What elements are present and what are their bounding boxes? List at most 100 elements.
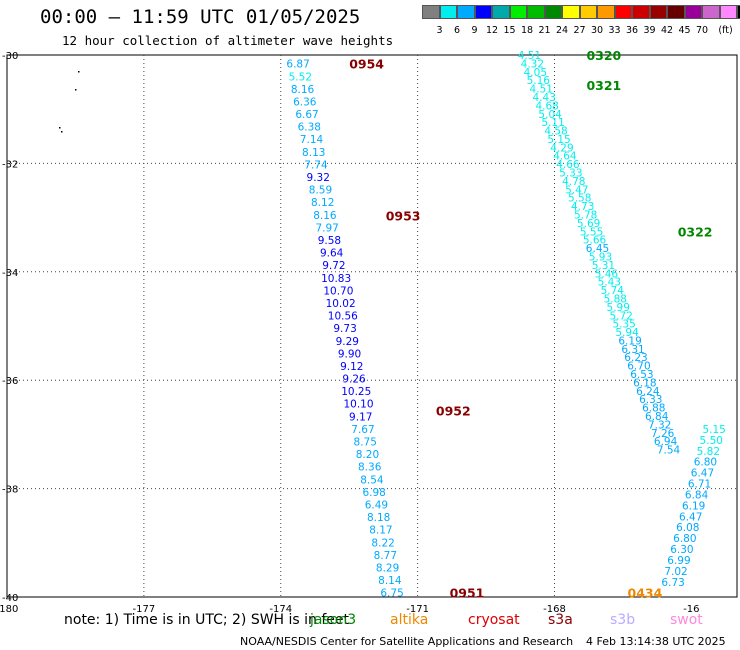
x-tick-label: -168 [543, 604, 566, 615]
wave-height-point: 9.26 [342, 374, 366, 386]
colorbar-swatch [614, 5, 632, 19]
colorbar-swatch [649, 5, 667, 19]
wave-height-point: 5.69 [577, 218, 600, 230]
wave-height-point: 5.15 [547, 134, 570, 146]
wave-height-point: 4.66 [556, 159, 580, 171]
track-time-label: 0321 [586, 78, 621, 93]
wave-height-point: 5.74 [601, 285, 625, 297]
wave-height-point: 9.12 [340, 361, 363, 373]
wave-height-point: 9.17 [349, 411, 372, 423]
wave-height-point: 9.64 [320, 248, 344, 260]
wave-height-point: 6.84 [645, 411, 669, 423]
colorbar-swatch [719, 5, 737, 19]
colorbar-swatch [492, 5, 510, 19]
track-time-label: 0434 [628, 586, 663, 601]
wave-height-point: 5.35 [612, 319, 635, 331]
wave-height-point: 7.32 [648, 419, 671, 431]
wave-height-point: 5.82 [697, 446, 720, 458]
legend-swot: swot [670, 612, 703, 628]
wave-height-point: 8.13 [302, 147, 325, 159]
wave-height-point: 6.19 [618, 335, 641, 347]
colorbar-swatch [579, 5, 597, 19]
wave-height-point: 6.31 [621, 344, 644, 356]
colorbar-swatch [737, 5, 740, 19]
wave-height-point: 8.75 [354, 437, 377, 449]
wave-height-point: 9.72 [322, 260, 345, 272]
colorbar-swatch [632, 5, 650, 19]
wave-height-point: 6.94 [654, 436, 678, 448]
wave-height-point: 4.43 [533, 92, 556, 104]
wave-height-point: 4.64 [553, 151, 577, 163]
wave-height-point: 4.29 [550, 142, 573, 154]
colorbar-label: 27 [573, 25, 586, 36]
wave-height-point: 10.70 [323, 285, 353, 297]
colorbar-label: 21 [538, 25, 551, 36]
wave-height-point: 5.66 [583, 235, 607, 247]
colorbar-label: 30 [590, 25, 604, 36]
colorbar-swatch [509, 5, 527, 19]
wave-height-point: 7.26 [651, 428, 675, 440]
colorbar-label: 42 [660, 25, 674, 36]
y-tick-label: -40 [2, 593, 18, 604]
wave-height-point: 5.31 [592, 260, 615, 272]
wave-height-point: 6.18 [633, 377, 656, 389]
wave-height-point: 8.36 [358, 462, 382, 474]
wave-height-point: 10.10 [343, 399, 373, 411]
x-tick-label: -16 [683, 604, 699, 615]
wave-height-point: 8.77 [374, 550, 397, 562]
track-time-label: 0952 [436, 404, 471, 419]
wave-height-point: 4.32 [521, 58, 544, 70]
colorbar-swatch [684, 5, 702, 19]
wave-height-point: 6.36 [293, 96, 317, 108]
wave-height-point: 6.19 [682, 500, 705, 512]
legend-jason3: jason3 [310, 612, 357, 628]
colorbar-label: 45 [678, 25, 691, 36]
wave-height-point: 9.32 [307, 172, 330, 184]
track-time-label: 0953 [386, 208, 421, 223]
wave-height-point: 6.73 [661, 577, 684, 589]
y-tick-label: -38 [2, 485, 18, 496]
wave-height-point: 5.72 [609, 310, 632, 322]
legend-s3a: s3a [548, 612, 573, 628]
colorbar-label: 36 [625, 25, 639, 36]
wave-height-point: 8.12 [311, 197, 334, 209]
wave-height-point: 6.75 [380, 588, 403, 600]
wave-height-point: 5.50 [700, 435, 723, 447]
wave-height-point: 8.59 [309, 185, 332, 197]
wave-height-point: 10.02 [326, 298, 356, 310]
wave-height-point: 6.84 [685, 489, 709, 501]
track-time-label: 0954 [349, 57, 384, 72]
wave-height-point: 6.80 [673, 533, 696, 545]
wave-height-point: 7.67 [351, 424, 374, 436]
wave-height-point: 5.55 [580, 226, 603, 238]
legend-cryosat: cryosat [468, 612, 520, 628]
colorbar-label: 33 [608, 25, 621, 36]
colorbar-swatch [457, 5, 475, 19]
wave-height-point: 7.02 [664, 566, 687, 578]
wave-height-point: 6.30 [670, 544, 693, 556]
wave-height-point: 6.71 [688, 479, 711, 491]
colorbar-swatch [474, 5, 492, 19]
wave-height-point: 10.56 [328, 311, 358, 323]
colorbar-label: 24 [555, 25, 569, 36]
wave-height-point: 7.74 [304, 159, 328, 171]
wave-height-point: 4.58 [544, 126, 567, 138]
colorbar-label: 6 [453, 25, 461, 36]
units-note: note: 1) Time is in UTC; 2) SWH is in fe… [64, 612, 350, 628]
wave-height-point: 9.90 [338, 348, 361, 360]
wave-height-point: 4.68 [535, 100, 558, 112]
colorbar-label: 9 [471, 25, 478, 36]
wave-height-point: 7.97 [315, 222, 338, 234]
wave-height-point: 8.29 [376, 562, 399, 574]
colorbar-swatch [527, 5, 545, 19]
wave-height-point: 5.11 [541, 117, 564, 129]
wave-height-point: 6.88 [642, 403, 665, 415]
colorbar-label: 3 [436, 25, 443, 36]
colorbar-swatch [702, 5, 720, 19]
wave-height-point: 6.23 [624, 352, 647, 364]
wave-height-point: 6.80 [694, 457, 717, 469]
wave-height-point: 5.43 [598, 277, 621, 289]
track-time-label: 0951 [450, 586, 485, 601]
wave-height-point: 6.38 [298, 122, 321, 134]
